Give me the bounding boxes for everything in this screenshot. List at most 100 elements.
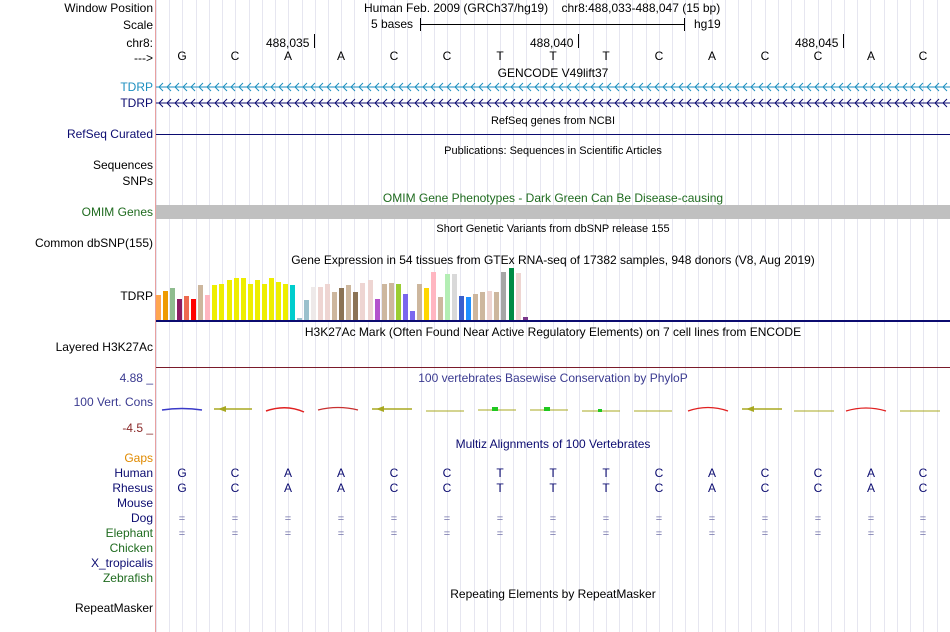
gtex-tissue-bar[interactable] bbox=[163, 291, 168, 320]
gtex-bar-chart[interactable] bbox=[156, 268, 536, 320]
gtex-tissue-bar[interactable] bbox=[417, 284, 422, 320]
gtex-tissue-bar[interactable] bbox=[339, 288, 344, 320]
grid-line bbox=[553, 0, 554, 632]
phylop-track-title[interactable]: 100 vertebrates Basewise Conservation by… bbox=[418, 371, 688, 385]
repeatmasker-label[interactable]: RepeatMasker bbox=[74, 601, 153, 615]
gtex-gene-label[interactable]: TDRP bbox=[120, 289, 153, 303]
gtex-tissue-bar[interactable] bbox=[191, 299, 196, 320]
gtex-tissue-bar[interactable] bbox=[445, 274, 450, 320]
gtex-tissue-bar[interactable] bbox=[360, 283, 365, 320]
species-label-mouse[interactable]: Mouse bbox=[116, 496, 153, 510]
phylop-max-label: 4.88 _ bbox=[119, 371, 153, 385]
gtex-tissue-bar[interactable] bbox=[368, 280, 373, 320]
gaps-label[interactable]: Gaps bbox=[124, 451, 153, 465]
gtex-tissue-bar[interactable] bbox=[494, 292, 499, 320]
gtex-tissue-bar[interactable] bbox=[516, 273, 521, 320]
gencode-gene-label[interactable]: TDRP bbox=[120, 96, 153, 110]
rhesus-base: C bbox=[760, 481, 770, 495]
omim-gene-bar[interactable] bbox=[156, 205, 950, 219]
dbsnp-track-title[interactable]: Short Genetic Variants from dbSNP releas… bbox=[436, 223, 670, 235]
h3k27ac-track-title[interactable]: H3K27Ac Mark (Often Found Near Active Re… bbox=[304, 325, 802, 339]
gtex-tissue-bar[interactable] bbox=[375, 299, 380, 320]
phylop-label[interactable]: 100 Vert. Cons bbox=[73, 395, 153, 409]
gtex-tissue-bar[interactable] bbox=[297, 318, 302, 320]
gtex-tissue-bar[interactable] bbox=[410, 311, 415, 320]
base-letter: T bbox=[549, 49, 557, 63]
gencode-track-title[interactable]: GENCODE V49lift37 bbox=[497, 66, 609, 80]
refseq-gene-line[interactable] bbox=[156, 134, 950, 135]
dbsnp-label[interactable]: Common dbSNP(155) bbox=[34, 236, 153, 250]
rhesus-base: C bbox=[813, 481, 823, 495]
gtex-tissue-bar[interactable] bbox=[424, 288, 429, 320]
gtex-tissue-bar[interactable] bbox=[487, 291, 492, 320]
gtex-tissue-bar[interactable] bbox=[198, 285, 203, 320]
gtex-tissue-bar[interactable] bbox=[509, 268, 514, 320]
species-label-human[interactable]: Human bbox=[114, 466, 153, 480]
snps-label[interactable]: SNPs bbox=[122, 174, 153, 188]
gtex-tissue-bar[interactable] bbox=[290, 285, 295, 320]
refseq-track-title[interactable]: RefSeq genes from NCBI bbox=[490, 115, 616, 127]
gtex-tissue-bar[interactable] bbox=[431, 272, 436, 320]
gtex-tissue-bar[interactable] bbox=[227, 280, 232, 320]
gtex-tissue-bar[interactable] bbox=[248, 284, 253, 320]
publications-track-title[interactable]: Publications: Sequences in Scientific Ar… bbox=[444, 145, 662, 157]
gtex-tissue-bar[interactable] bbox=[325, 284, 330, 320]
gtex-tissue-bar[interactable] bbox=[438, 297, 443, 320]
h3k27ac-label[interactable]: Layered H3K27Ac bbox=[55, 340, 153, 354]
repeatmasker-track-title[interactable]: Repeating Elements by RepeatMasker bbox=[450, 587, 656, 601]
gencode-gene-label[interactable]: TDRP bbox=[120, 80, 153, 94]
species-label-x-tropicalis[interactable]: X_tropicalis bbox=[90, 556, 153, 570]
gtex-tissue-bar[interactable] bbox=[311, 287, 316, 320]
species-label-elephant[interactable]: Elephant bbox=[105, 526, 153, 540]
gtex-tissue-bar[interactable] bbox=[219, 284, 224, 320]
gtex-tissue-bar[interactable] bbox=[382, 284, 387, 320]
gtex-tissue-bar[interactable] bbox=[156, 295, 161, 320]
gtex-tissue-bar[interactable] bbox=[241, 278, 246, 320]
gtex-tissue-bar[interactable] bbox=[523, 317, 528, 320]
species-label-dog[interactable]: Dog bbox=[130, 511, 153, 525]
gencode-gene-2[interactable] bbox=[156, 97, 950, 109]
gtex-tissue-bar[interactable] bbox=[473, 294, 478, 320]
grid-line bbox=[751, 0, 752, 632]
gtex-tissue-bar[interactable] bbox=[466, 297, 471, 320]
gtex-tissue-bar[interactable] bbox=[205, 295, 210, 320]
gtex-tissue-bar[interactable] bbox=[276, 282, 281, 320]
gtex-tissue-bar[interactable] bbox=[403, 294, 408, 320]
species-label-zebrafish[interactable]: Zebrafish bbox=[102, 571, 153, 585]
gtex-tissue-bar[interactable] bbox=[269, 278, 274, 320]
omim-label[interactable]: OMIM Genes bbox=[81, 205, 153, 219]
gtex-tissue-bar[interactable] bbox=[396, 284, 401, 320]
gtex-tissue-bar[interactable] bbox=[255, 280, 260, 320]
species-label-rhesus[interactable]: Rhesus bbox=[112, 481, 153, 495]
gtex-tissue-bar[interactable] bbox=[459, 296, 464, 320]
refseq-label[interactable]: RefSeq Curated bbox=[66, 127, 153, 141]
rhesus-base: C bbox=[654, 481, 664, 495]
gtex-tissue-bar[interactable] bbox=[332, 292, 337, 320]
gtex-tissue-bar[interactable] bbox=[346, 285, 351, 320]
gtex-tissue-bar[interactable] bbox=[262, 284, 267, 320]
gtex-tissue-bar[interactable] bbox=[353, 292, 358, 320]
gtex-tissue-bar[interactable] bbox=[389, 283, 394, 320]
gtex-tissue-bar[interactable] bbox=[170, 288, 175, 320]
grid-line bbox=[566, 0, 567, 632]
gtex-tissue-bar[interactable] bbox=[212, 285, 217, 320]
gtex-tissue-bar[interactable] bbox=[318, 287, 323, 320]
multiz-track-title[interactable]: Multiz Alignments of 100 Vertebrates bbox=[455, 437, 651, 451]
gtex-tissue-bar[interactable] bbox=[304, 300, 309, 320]
sequences-label[interactable]: Sequences bbox=[92, 158, 153, 172]
gtex-tissue-bar[interactable] bbox=[177, 299, 182, 320]
phylop-signal[interactable] bbox=[156, 400, 950, 420]
gtex-tissue-bar[interactable] bbox=[480, 292, 485, 320]
gtex-tissue-bar[interactable] bbox=[184, 296, 189, 320]
species-label-chicken[interactable]: Chicken bbox=[109, 541, 153, 555]
gtex-tissue-bar[interactable] bbox=[234, 278, 239, 320]
gtex-track-title[interactable]: Gene Expression in 54 tissues from GTEx … bbox=[291, 253, 815, 267]
omim-track-title[interactable]: OMIM Gene Phenotypes - Dark Green Can Be… bbox=[382, 191, 724, 205]
gtex-tissue-bar[interactable] bbox=[283, 284, 288, 320]
gtex-tissue-bar[interactable] bbox=[452, 274, 457, 320]
gtex-tissue-bar[interactable] bbox=[501, 272, 506, 320]
grid-line bbox=[619, 0, 620, 632]
gencode-gene-1[interactable] bbox=[156, 81, 950, 93]
chrom-label: chr8: bbox=[126, 36, 153, 50]
grid-line bbox=[182, 0, 183, 632]
